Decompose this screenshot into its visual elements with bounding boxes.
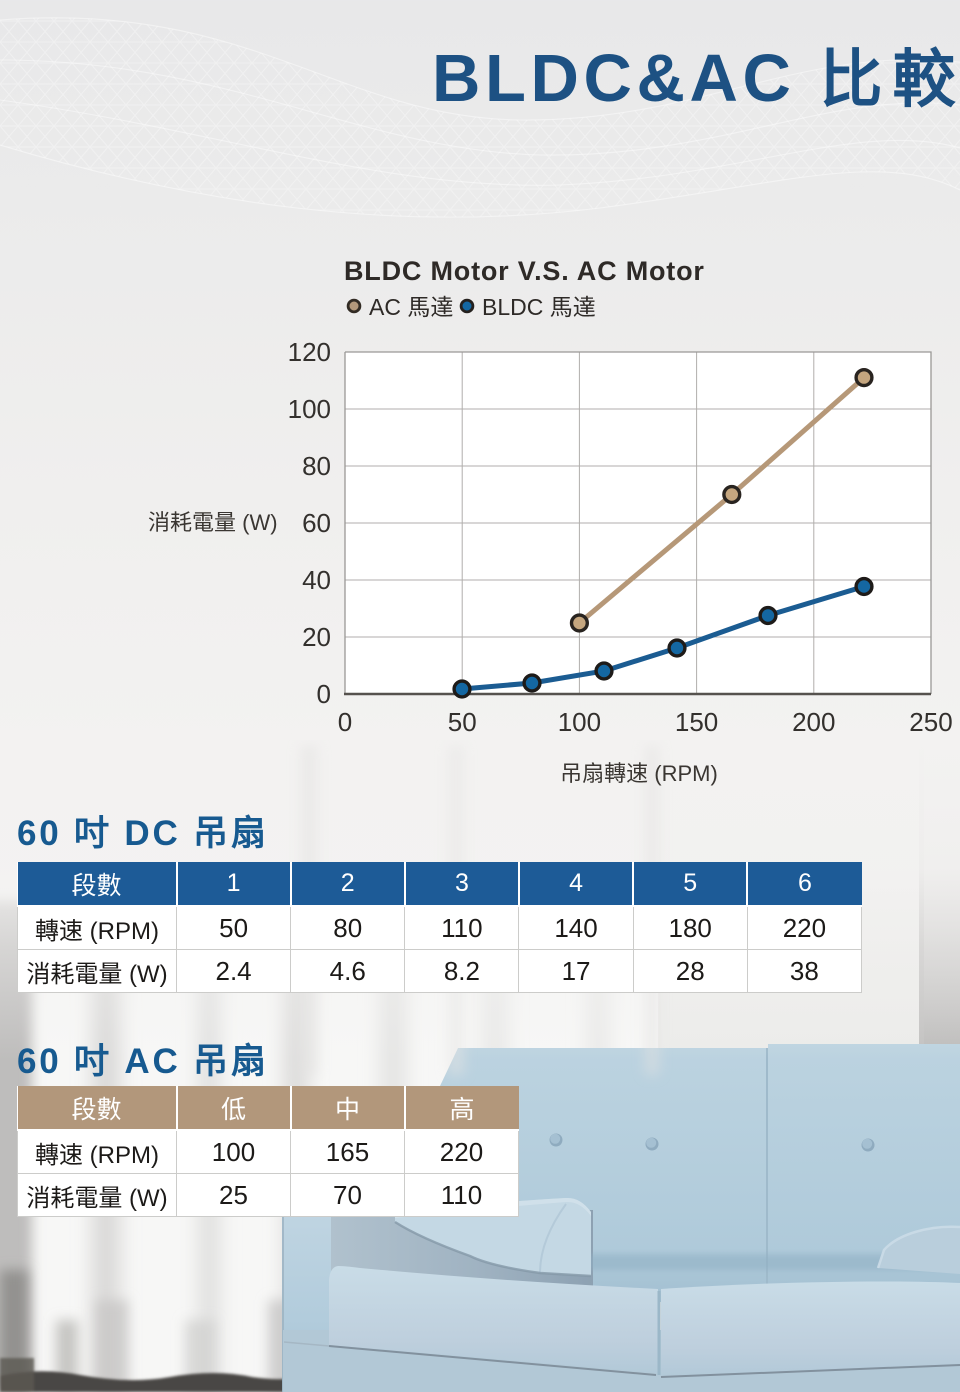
svg-text:吊扇轉速 (RPM): 吊扇轉速 (RPM): [560, 761, 718, 786]
svg-text:0: 0: [317, 679, 331, 709]
svg-text:BLDC 馬達: BLDC 馬達: [482, 294, 596, 320]
svg-text:50: 50: [448, 707, 477, 737]
svg-text:0: 0: [338, 707, 352, 737]
svg-text:200: 200: [792, 707, 835, 737]
svg-text:20: 20: [302, 622, 331, 652]
svg-text:BLDC Motor V.S. AC Motor: BLDC Motor V.S. AC Motor: [344, 256, 705, 286]
svg-text:60: 60: [302, 508, 331, 538]
svg-text:100: 100: [288, 394, 331, 424]
svg-text:250: 250: [909, 707, 952, 737]
svg-text:AC 馬達: AC 馬達: [369, 294, 453, 320]
svg-text:80: 80: [302, 451, 331, 481]
svg-text:150: 150: [675, 707, 718, 737]
svg-text:40: 40: [302, 565, 331, 595]
svg-text:120: 120: [288, 337, 331, 367]
svg-text:消耗電量 (W): 消耗電量 (W): [148, 510, 278, 535]
svg-text:100: 100: [558, 707, 601, 737]
